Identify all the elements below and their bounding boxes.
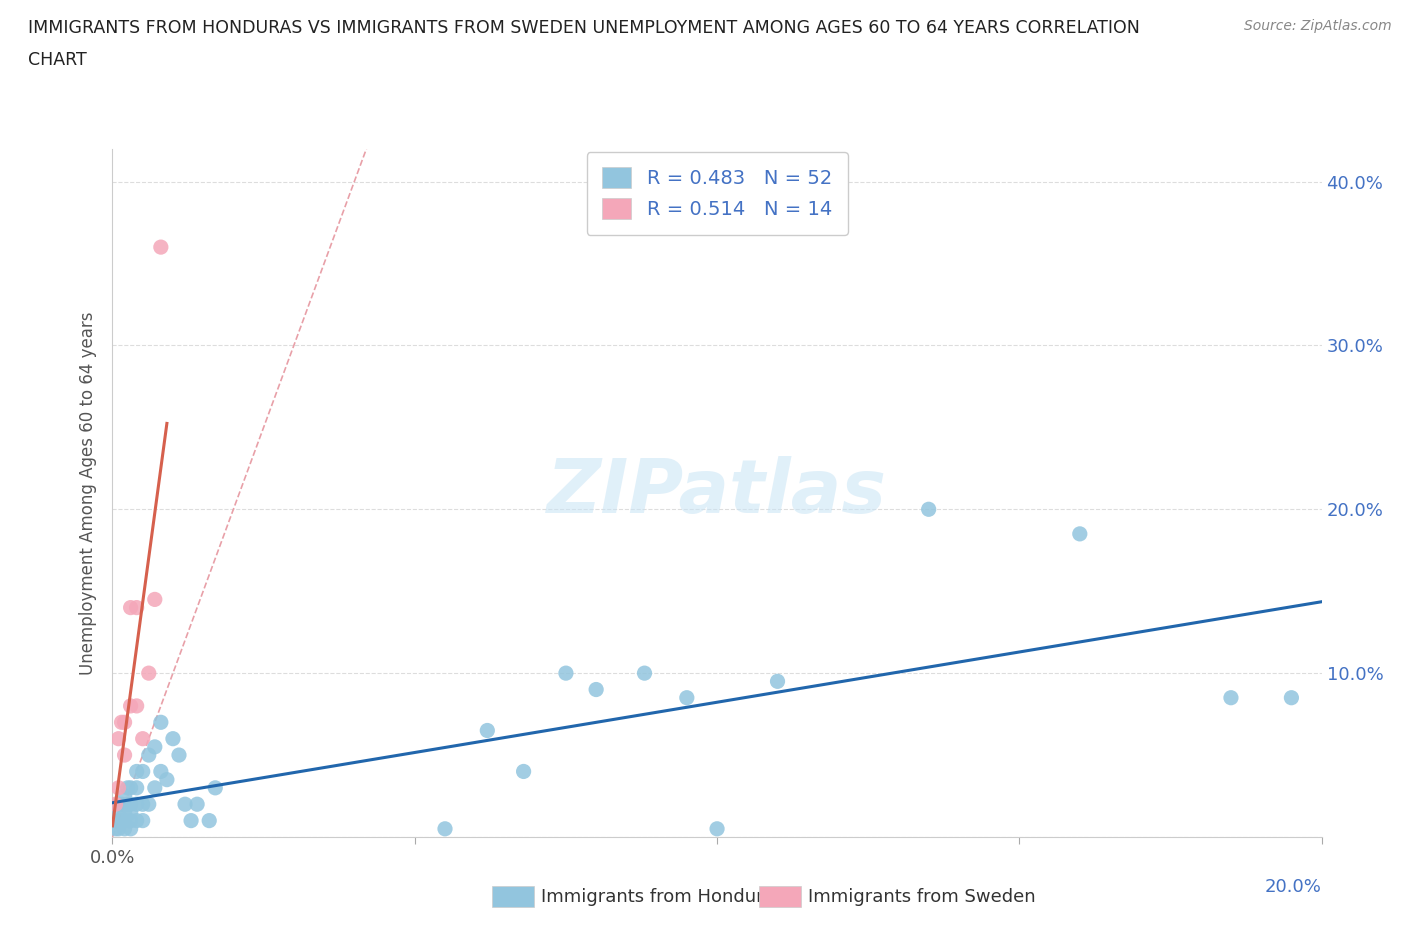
Point [186,797,208,812]
Point [132,764,155,779]
Point [120,698,142,713]
Text: ZIPatlas: ZIPatlas [547,457,887,529]
Point [104,797,127,812]
Point [107,797,129,812]
Point [114,821,136,836]
Point [110,715,132,730]
Point [512,764,534,779]
Point [198,813,221,828]
Point [149,764,172,779]
Point [114,789,136,804]
Point [162,731,184,746]
Text: Immigrants from Sweden: Immigrants from Sweden [808,887,1036,906]
Point [125,780,148,795]
Text: Source: ZipAtlas.com: Source: ZipAtlas.com [1244,19,1392,33]
Text: 20.0%: 20.0% [1265,878,1322,897]
Point [633,666,655,681]
Point [433,821,456,836]
Point [143,739,166,754]
Point [125,797,148,812]
Point [204,780,226,795]
Point [138,666,160,681]
Point [120,600,142,615]
Point [149,715,172,730]
Point [107,821,129,836]
Point [120,813,142,828]
Point [143,592,166,607]
Point [554,666,576,681]
Point [167,748,190,763]
Point [706,821,728,836]
Point [117,797,139,812]
Point [918,502,941,517]
Point [1279,690,1302,705]
Point [1220,690,1243,705]
Point [180,813,202,828]
Point [110,813,132,828]
Text: IMMIGRANTS FROM HONDURAS VS IMMIGRANTS FROM SWEDEN UNEMPLOYMENT AMONG AGES 60 TO: IMMIGRANTS FROM HONDURAS VS IMMIGRANTS F… [28,19,1140,36]
Text: CHART: CHART [28,51,87,69]
Point [125,600,148,615]
Point [132,731,155,746]
Point [120,797,142,812]
Legend: R = 0.483   N = 52, R = 0.514   N = 14: R = 0.483 N = 52, R = 0.514 N = 14 [586,152,848,235]
Point [110,797,132,812]
Point [143,780,166,795]
Point [107,805,129,820]
Point [117,780,139,795]
Y-axis label: Unemployment Among Ages 60 to 64 years: Unemployment Among Ages 60 to 64 years [79,312,97,674]
Point [149,240,172,255]
Point [114,805,136,820]
Point [477,723,499,737]
Point [107,731,129,746]
Point [1069,526,1091,541]
Point [125,698,148,713]
Point [125,813,148,828]
Point [138,748,160,763]
Point [132,813,155,828]
Point [675,690,697,705]
Point [107,813,129,828]
Point [585,682,607,697]
Point [125,764,148,779]
Point [766,674,789,689]
Point [156,772,179,787]
Point [120,805,142,820]
Point [120,780,142,795]
Point [114,715,136,730]
Point [104,821,127,836]
Point [174,797,197,812]
Point [138,797,160,812]
Point [132,797,155,812]
Point [107,780,129,795]
Point [120,821,142,836]
Point [114,748,136,763]
Text: Immigrants from Honduras: Immigrants from Honduras [541,887,785,906]
Point [114,813,136,828]
